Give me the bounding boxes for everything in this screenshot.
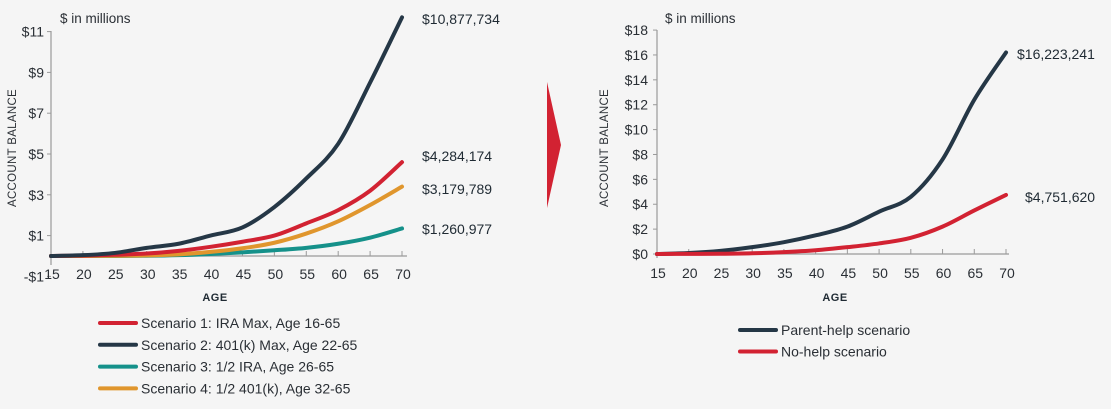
series-line-1 <box>655 50 1008 256</box>
x-tick-label: 20 <box>76 266 92 282</box>
left-y-axis-label: ACCOUNT BALANCE <box>7 89 19 207</box>
y-tick-label: $3 <box>28 187 44 203</box>
x-tick-label: 30 <box>745 265 761 281</box>
x-tick-label: 60 <box>936 265 952 281</box>
y-tick-label: $18 <box>625 22 649 38</box>
y-tick-label: $14 <box>625 72 649 88</box>
y-tick-label: $6 <box>632 171 648 187</box>
left-unit-note: $ in millions <box>60 11 131 26</box>
right-x-axis-label: AGE <box>822 292 847 304</box>
x-tick-label: 30 <box>140 266 156 282</box>
end-value-label: $4,284,174 <box>422 148 492 164</box>
legend-item: Scenario 3: 1/2 IRA, Age 26-65 <box>98 359 334 375</box>
legend-item: Scenario 4: 1/2 401(k), Age 32-65 <box>98 380 351 396</box>
x-tick-label: 25 <box>108 266 124 282</box>
y-tick-label: $7 <box>28 105 44 121</box>
x-tick-label: 55 <box>299 266 315 282</box>
legend-item: Scenario 2: 401(k) Max, Age 22-65 <box>98 337 358 353</box>
legend-label: Scenario 2: 401(k) Max, Age 22-65 <box>141 337 358 353</box>
legend-item: No-help scenario <box>738 344 887 360</box>
end-value-label: $3,179,789 <box>422 181 492 197</box>
y-tick-label: -$1 <box>24 268 44 284</box>
legend-label: Scenario 4: 1/2 401(k), Age 32-65 <box>141 380 351 396</box>
y-tick-label: $12 <box>625 97 649 113</box>
series-line-2 <box>655 192 1008 256</box>
x-tick-label: 50 <box>872 265 888 281</box>
x-tick-label: 50 <box>268 266 284 282</box>
end-value-label: $1,260,977 <box>422 221 492 237</box>
legend-label: Scenario 1: IRA Max, Age 16-65 <box>141 315 340 331</box>
y-tick-label: $1 <box>28 228 44 244</box>
x-tick-label: 15 <box>650 265 666 281</box>
x-tick-label: 40 <box>204 266 220 282</box>
right-y-axis-label: ACCOUNT BALANCE <box>599 89 611 207</box>
right-unit-note: $ in millions <box>665 11 736 26</box>
y-tick-label: $10 <box>625 122 649 138</box>
end-value-label: $16,223,241 <box>1017 46 1095 62</box>
x-tick-label: 70 <box>395 266 411 282</box>
left-x-axis-label: AGE <box>202 292 227 304</box>
legend-label: Parent-help scenario <box>781 322 910 338</box>
y-tick-label: $8 <box>632 146 648 162</box>
x-tick-label: 45 <box>841 265 857 281</box>
y-tick-label: $2 <box>632 221 648 237</box>
series-line-2 <box>49 15 404 258</box>
x-tick-label: 35 <box>777 265 793 281</box>
y-tick-label: $16 <box>625 47 649 63</box>
end-value-label: $10,877,734 <box>422 11 500 27</box>
x-tick-label: 65 <box>967 265 983 281</box>
right-chart: $ in millions ACCOUNT BALANCE AGE $18 $16… <box>599 11 1095 360</box>
x-tick-label: 70 <box>999 265 1015 281</box>
x-tick-label: 25 <box>714 265 730 281</box>
x-tick-label: 60 <box>331 266 347 282</box>
legend-item: Parent-help scenario <box>738 322 910 338</box>
x-tick-label: 20 <box>682 265 698 281</box>
legend-label: No-help scenario <box>781 344 887 360</box>
left-chart: $ in millions ACCOUNT BALANCE AGE $11 $9 $… <box>7 11 500 396</box>
x-tick-label: 55 <box>904 265 920 281</box>
legend-item: Scenario 1: IRA Max, Age 16-65 <box>98 315 340 331</box>
y-tick-label: $4 <box>632 196 648 212</box>
x-tick-label: 15 <box>44 266 60 282</box>
x-tick-label: 65 <box>363 266 379 282</box>
end-value-label: $4,751,620 <box>1025 189 1095 205</box>
legend-label: Scenario 3: 1/2 IRA, Age 26-65 <box>141 359 334 375</box>
x-tick-label: 45 <box>236 266 252 282</box>
y-tick-label: $11 <box>22 24 45 40</box>
x-tick-label: 35 <box>172 266 188 282</box>
arrow-right-icon <box>547 82 561 208</box>
x-tick-label: 40 <box>809 265 825 281</box>
y-tick-label: $9 <box>28 64 44 80</box>
y-tick-label: $0 <box>632 246 648 262</box>
y-tick-label: $5 <box>28 146 44 162</box>
